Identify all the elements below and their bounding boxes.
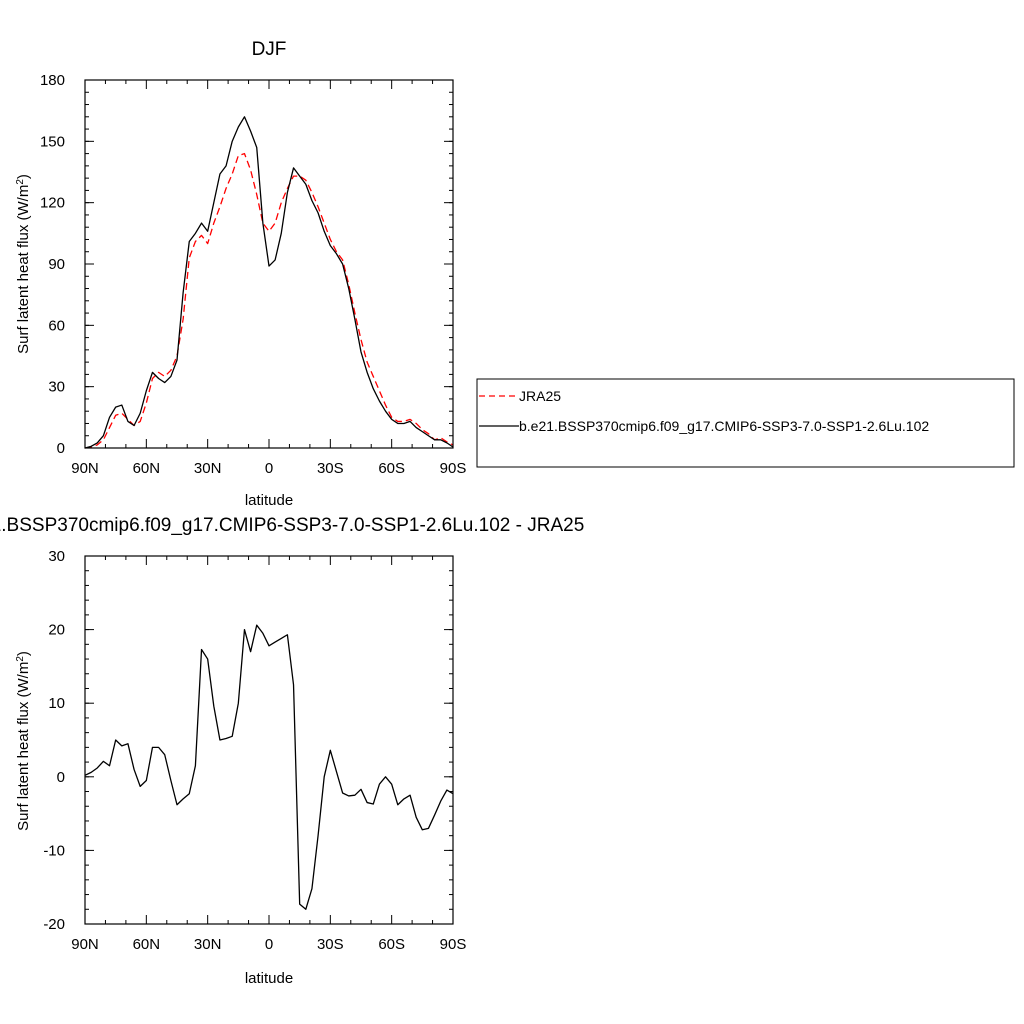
bottom-x-tick-label: 30S — [317, 936, 344, 953]
top-x-tick-label: 30S — [317, 460, 344, 477]
top-y-tick-label: 90 — [48, 256, 65, 273]
legend: JRA25 b.e21.BSSP370cmip6.f09_g17.CMIP6-S… — [476, 378, 1015, 468]
legend-jra25-label: JRA25 — [519, 388, 561, 404]
bottom-y-tick-label: 10 — [48, 695, 65, 712]
bottom-y-tick-label: 20 — [48, 622, 65, 639]
bottom-series-line-0 — [84, 624, 454, 910]
bottom-chart-panel: b.e21.BSSP370cmip6.f09_g17.CMIP6-SSP3-7.… — [0, 515, 584, 987]
top-x-tick-label: 90S — [440, 460, 467, 477]
top-y-tick-label: 120 — [40, 195, 65, 212]
top-chart-frame — [84, 79, 454, 449]
bottom-x-tick-label: 0 — [265, 936, 273, 953]
top-y-tick-label: 60 — [48, 317, 65, 334]
top-x-tick-label: 60S — [378, 460, 405, 477]
top-x-tick-label: 60N — [133, 460, 161, 477]
bottom-chart-ylabel: Surf latent heat flux (W/m2) — [15, 651, 33, 831]
top-y-tick-label: 150 — [40, 133, 65, 150]
bottom-x-tick-label: 90N — [71, 936, 99, 953]
top-chart-panel: DJF Surf latent heat flux (W/m2) latitud… — [15, 39, 467, 509]
bottom-y-tick-label: 0 — [57, 769, 65, 786]
top-series-line-1 — [84, 116, 454, 449]
top-chart-xlabel: latitude — [245, 492, 293, 509]
bottom-y-tick-label: -20 — [43, 916, 65, 933]
bottom-x-tick-label: 60S — [378, 936, 405, 953]
bottom-x-tick-label: 30N — [194, 936, 222, 953]
top-x-tick-label: 90N — [71, 460, 99, 477]
legend-box — [476, 378, 1015, 468]
top-y-tick-label: 180 — [40, 72, 65, 89]
bottom-y-tick-label: 30 — [48, 548, 65, 565]
top-y-tick-label: 30 — [48, 379, 65, 396]
bottom-x-tick-label: 90S — [440, 936, 467, 953]
legend-model-label: b.e21.BSSP370cmip6.f09_g17.CMIP6-SSP3-7.… — [519, 418, 929, 434]
top-chart-ylabel: Surf latent heat flux (W/m2) — [15, 174, 33, 354]
top-y-tick-label: 0 — [57, 440, 65, 457]
bottom-chart-xlabel: latitude — [245, 970, 293, 987]
bottom-chart-title: b.e21.BSSP370cmip6.f09_g17.CMIP6-SSP3-7.… — [0, 515, 584, 536]
bottom-y-tick-label: -10 — [43, 842, 65, 859]
bottom-x-tick-label: 60N — [133, 936, 161, 953]
top-x-tick-label: 30N — [194, 460, 222, 477]
top-chart-title: DJF — [252, 39, 287, 60]
top-series-line-0 — [84, 152, 454, 449]
top-x-tick-label: 0 — [265, 460, 273, 477]
bottom-chart-frame — [84, 555, 454, 925]
